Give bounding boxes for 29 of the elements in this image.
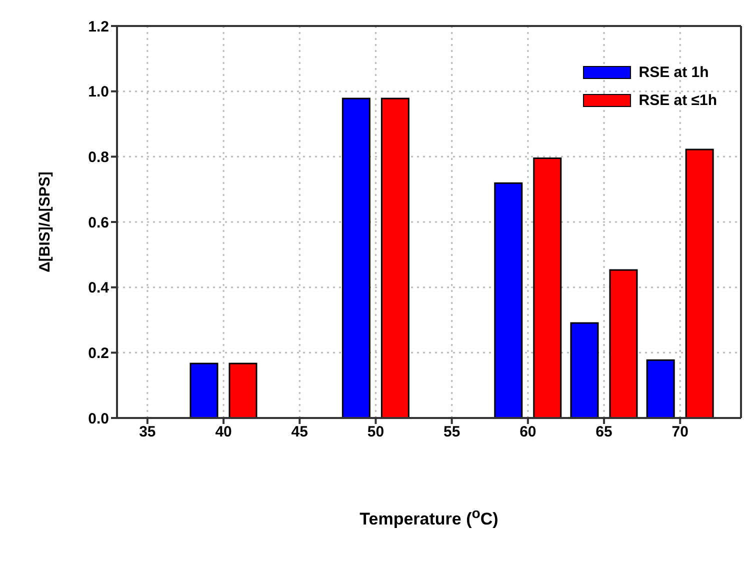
- y-tick-label: 0.2: [88, 344, 109, 362]
- y-tick-label: 1.0: [88, 84, 109, 101]
- x-tick-label: 40: [215, 424, 232, 441]
- bar: [342, 98, 370, 418]
- x-tick-label: 45: [291, 424, 308, 441]
- y-tick-label: 0.0: [88, 410, 109, 428]
- x-tick-label: 65: [596, 424, 612, 441]
- bar: [646, 359, 675, 418]
- bar: [494, 182, 523, 418]
- bar: [380, 98, 410, 418]
- y-tick-label: 0.4: [88, 280, 110, 297]
- bar: [190, 362, 218, 418]
- bar: [685, 148, 714, 418]
- x-tick-label: 70: [672, 424, 688, 441]
- x-tick-label: 50: [367, 424, 384, 441]
- y-tick-label: 1.2: [88, 18, 109, 36]
- x-tick-label: 35: [139, 424, 156, 441]
- bar: [609, 269, 638, 418]
- x-axis-title: Temperature ($^{o}$C): [358, 506, 500, 530]
- y-tick-label: 0.6: [88, 214, 109, 232]
- legend-label: RSE at ≤1h: [638, 92, 717, 108]
- y-axis-title: Δ[BIS]/Δ[SPS]: [36, 172, 54, 272]
- bar: [228, 362, 258, 418]
- legend-label: RSE at 1h: [638, 64, 709, 80]
- bar: [533, 158, 562, 418]
- bar: [570, 322, 599, 418]
- y-tick-label: 0.8: [88, 148, 109, 166]
- x-tick-label: 55: [443, 424, 460, 441]
- x-tick-label: 60: [520, 424, 536, 441]
